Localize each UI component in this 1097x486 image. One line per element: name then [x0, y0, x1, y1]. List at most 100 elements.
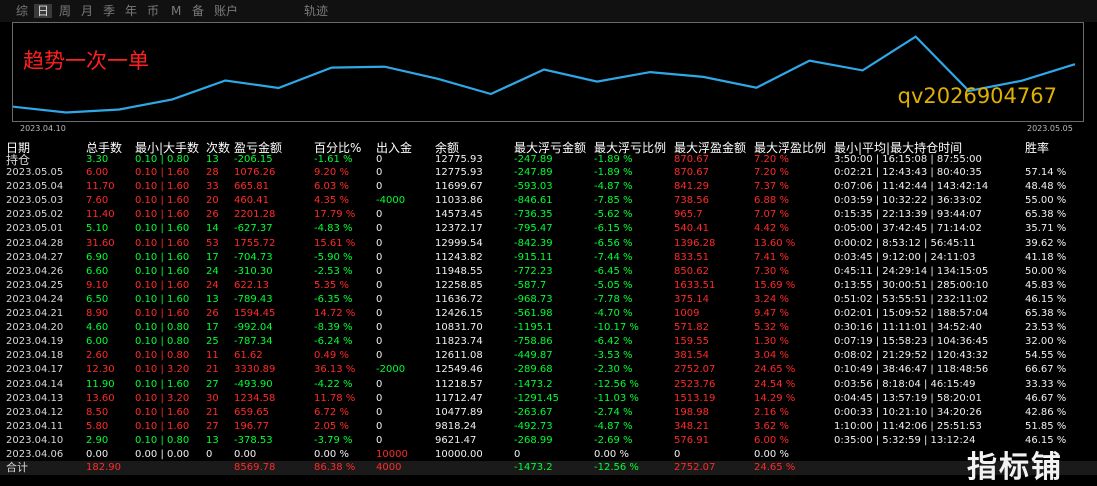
total-row: 合计 182.90 8569.78 86.38 % 4000 -1473.2 -…: [0, 461, 1097, 475]
tab-0[interactable]: 综: [16, 4, 29, 18]
cell-lots: 7.60: [86, 195, 109, 207]
cell-date: 2023.04.18: [6, 350, 64, 362]
cell-mfl: -736.35: [514, 209, 553, 221]
header-cell-7: 余额: [435, 141, 460, 155]
cell-balance: 11712.47: [435, 392, 483, 404]
cell-io: 0: [376, 209, 383, 221]
cell-balance: 11699.67: [435, 181, 483, 193]
cell-io: 0: [376, 392, 383, 404]
cell-count: 11: [206, 350, 219, 362]
cell-balance: 14573.45: [435, 209, 483, 221]
cell-hold: 0:05:00 | 37:42:45 | 71:14:02: [834, 223, 982, 235]
cell-win: 32.00 %: [1025, 336, 1067, 348]
table-row: 2023.05.03 7.60 0.10 | 1.60 20 460.41 4.35 % -…: [0, 194, 1097, 208]
cell-lots: 13.60: [86, 392, 115, 404]
cell-lots: 2.90: [86, 434, 109, 446]
cell-minmax: 0.10 | 0.80: [135, 434, 190, 446]
cell-mfl: -1195.1: [514, 322, 553, 334]
header-cell-2: 最小|大手数: [135, 141, 200, 155]
cell-mflp: -4.70 %: [594, 308, 633, 319]
tab-8[interactable]: 备: [192, 4, 205, 18]
cell-win: 65.38 %: [1025, 308, 1067, 319]
cell-win: 42.86 %: [1025, 406, 1067, 418]
cell-mfpp: 3.24 %: [754, 293, 789, 305]
cell-hold: 0:51:02 | 53:55:51 | 232:11:02: [834, 293, 989, 305]
cell-minmax: 0.10 | 3.20: [135, 364, 190, 376]
cell-win: 66.67 %: [1025, 364, 1067, 376]
cell-io: 0: [376, 308, 383, 319]
watermark-logo: 指标铺: [967, 450, 1063, 485]
cell-pnl: 1594.45: [234, 308, 276, 319]
cell-mflp: -10.17 %: [594, 322, 639, 334]
cell-win: 46.67 %: [1025, 392, 1067, 404]
cell-mfl: -842.39: [514, 237, 553, 249]
cell-count: 21: [206, 406, 219, 418]
cell-pct: -4.22 %: [314, 378, 353, 390]
cell-pnl: 1234.58: [234, 392, 276, 404]
cell-hold: 0:07:19 | 15:58:23 | 104:36:45: [834, 336, 989, 348]
cell-count: 14: [206, 223, 219, 235]
cell-balance: 10477.89: [435, 406, 483, 418]
cell-pct: 4.35 %: [314, 195, 349, 207]
cell-lots: 5.80: [86, 420, 109, 432]
header-cell-1: 总手数: [86, 141, 123, 155]
cell-pct: 2.05 %: [314, 420, 349, 432]
cell-pct: -1.61 %: [314, 154, 353, 165]
cell-minmax: 0.10 | 1.60: [135, 378, 190, 390]
cell-lots: 6.00: [86, 336, 109, 348]
cell-win: 46.15 %: [1025, 293, 1067, 305]
cell-mfpp: 24.54 %: [754, 378, 796, 390]
balance-chart: 趋势一次一单 qv2026904767: [12, 22, 1084, 122]
cell-hold: 0:02:01 | 15:09:52 | 188:57:04: [834, 308, 989, 319]
total-label: 合计: [6, 461, 28, 474]
tab-4[interactable]: 季: [103, 4, 116, 18]
cell-count: 27: [206, 378, 219, 390]
cell-mflp: -11.03 %: [594, 392, 639, 404]
tab-5[interactable]: 年: [125, 4, 138, 18]
tab-2[interactable]: 周: [59, 4, 72, 18]
cell-lots: 6.90: [86, 251, 109, 263]
cell-pct: 0.00 %: [314, 449, 349, 460]
cell-pct: -6.24 %: [314, 336, 353, 348]
cell-date: 2023.04.21: [6, 308, 64, 319]
cell-pct: 36.13 %: [314, 364, 356, 376]
tab-7[interactable]: M: [171, 4, 182, 18]
cell-mfl: -1291.45: [514, 392, 559, 404]
table-row: 2023.04.27 6.90 0.10 | 1.60 17 -704.73 -5.90 …: [0, 251, 1097, 265]
table-row: 2023.05.05 6.00 0.10 | 1.60 28 1076.26 9.20 %…: [0, 166, 1097, 180]
tab-1[interactable]: 日: [34, 4, 53, 18]
cell-mfp: 965.7: [674, 209, 703, 221]
cell-minmax: 0.10 | 1.60: [135, 420, 190, 432]
table-row: 2023.04.20 4.60 0.10 | 0.80 17 -992.04 -8.39 …: [0, 321, 1097, 335]
cell-balance: 11033.86: [435, 195, 483, 207]
cell-pct: 15.61 %: [314, 237, 356, 249]
cell-mfpp: 7.41 %: [754, 251, 789, 263]
cell-lots: 11.70: [86, 181, 115, 193]
cell-count: 26: [206, 308, 219, 319]
cell-io: 0: [376, 434, 383, 446]
cell-mflp: -7.78 %: [594, 293, 633, 305]
table-row: 2023.05.02 11.40 0.10 | 1.60 26 2201.28 17.79…: [0, 208, 1097, 222]
cell-mfpp: 3.04 %: [754, 350, 789, 362]
cell-mfp: 381.54: [674, 350, 709, 362]
cell-balance: 11823.74: [435, 336, 483, 348]
tab-3[interactable]: 月: [81, 4, 94, 18]
cell-lots: 11.90: [86, 378, 115, 390]
balance-line: [13, 35, 1076, 114]
cell-date: 2023.04.26: [6, 265, 64, 277]
cell-win: 65.38 %: [1025, 209, 1067, 221]
cell-pnl: 659.65: [234, 406, 269, 418]
cell-date: 2023.04.28: [6, 237, 64, 249]
cell-pnl: 2201.28: [234, 209, 276, 221]
table-row: 2023.04.10 2.90 0.10 | 0.80 13 -378.53 -3.79 …: [0, 434, 1097, 448]
cell-io: 0: [376, 279, 383, 291]
cell-balance: 10831.70: [435, 322, 483, 334]
tab-10[interactable]: 轨迹: [304, 4, 329, 18]
table-row: 持仓 3.30 0.10 | 0.80 13 -206.15 -1.61 % 0 12775.…: [0, 153, 1097, 167]
cell-mfpp: 9.47 %: [754, 308, 789, 319]
tab-9[interactable]: 账户: [214, 4, 239, 18]
cell-minmax: 0.10 | 1.60: [135, 181, 190, 193]
cell-mflp: -7.44 %: [594, 251, 633, 263]
cell-mflp: -4.87 %: [594, 181, 633, 193]
tab-6[interactable]: 币: [147, 4, 160, 18]
